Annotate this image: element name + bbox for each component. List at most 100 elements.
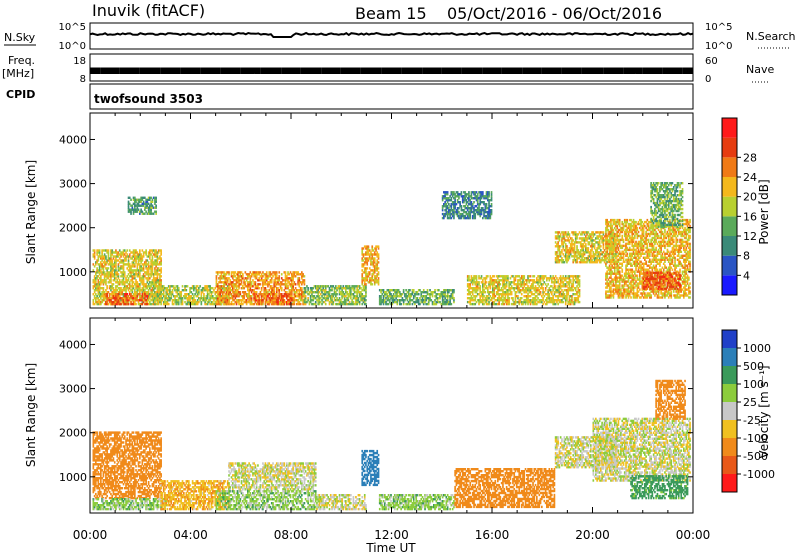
range-time-cell: [101, 255, 103, 258]
range-time-cell: [528, 279, 531, 282]
range-time-cell: [475, 205, 478, 208]
range-time-cell: [395, 289, 397, 292]
range-time-cell: [115, 293, 117, 296]
range-time-cell: [579, 251, 582, 254]
range-time-cell: [170, 297, 173, 300]
range-time-cell: [224, 275, 227, 278]
range-time-cell: [113, 291, 116, 294]
range-time-cell: [199, 297, 201, 300]
range-time-cell: [465, 195, 468, 198]
range-time-cell: [120, 289, 122, 292]
range-time-cell: [132, 277, 135, 280]
range-time-cell: [444, 203, 446, 206]
range-time-cell: [471, 197, 474, 200]
range-time-cell: [151, 267, 154, 270]
range-time-cell: [474, 297, 477, 300]
range-time-cell: [149, 287, 151, 290]
range-time-cell: [159, 269, 161, 272]
range-time-cell: [546, 297, 548, 300]
range-time-cell: [134, 293, 136, 296]
range-time-cell: [564, 255, 567, 258]
range-time-cell: [302, 281, 304, 284]
range-time-cell: [126, 295, 129, 298]
range-time-cell: [499, 293, 502, 296]
range-time-cell: [292, 289, 294, 292]
range-time-cell: [576, 245, 578, 248]
range-time-cell: [132, 269, 135, 272]
range-time-cell: [574, 277, 577, 280]
range-time-cell: [150, 202, 152, 205]
range-time-cell: [581, 239, 583, 242]
range-time-cell: [122, 271, 125, 274]
range-time-cell: [238, 287, 240, 290]
range-time-cell: [368, 279, 371, 282]
range-time-cell: [350, 293, 352, 296]
range-time-cell: [548, 289, 551, 292]
range-time-cell: [117, 275, 120, 278]
range-time-cell: [174, 299, 176, 302]
range-time-cell: [106, 267, 108, 270]
range-time-cell: [470, 291, 473, 294]
range-time-cell: [161, 285, 164, 288]
range-time-cell: [121, 297, 124, 300]
range-time-cell: [568, 275, 571, 278]
range-time-cell: [255, 295, 258, 298]
range-time-cell: [180, 293, 183, 296]
range-time-cell: [591, 261, 593, 264]
range-time-cell: [95, 273, 97, 276]
range-time-cell: [113, 261, 116, 264]
range-time-cell: [298, 295, 301, 298]
range-time-cell: [500, 293, 503, 296]
range-time-cell: [563, 237, 566, 240]
range-time-cell: [558, 277, 561, 280]
range-time-cell: [264, 277, 267, 280]
range-time-cell: [347, 299, 350, 302]
range-time-cell: [539, 275, 542, 278]
range-time-cell: [195, 287, 198, 290]
range-time-cell: [577, 257, 580, 260]
range-time-cell: [150, 267, 152, 270]
range-time-cell: [415, 291, 418, 294]
range-time-cell: [572, 300, 575, 304]
range-time-cell: [302, 293, 304, 296]
range-time-cell: [93, 249, 96, 252]
range-time-cell: [538, 299, 541, 302]
range-time-cell: [321, 299, 323, 302]
range-time-cell: [480, 195, 483, 198]
range-time-cell: [561, 249, 563, 252]
range-time-cell: [476, 201, 479, 204]
range-time-cell: [126, 279, 129, 282]
range-time-cell: [479, 287, 482, 290]
range-time-cell: [156, 263, 159, 266]
range-time-cell: [232, 271, 234, 274]
range-time-cell: [455, 210, 458, 214]
range-time-cell: [451, 297, 454, 300]
range-time-cell: [597, 259, 600, 262]
range-time-cell: [566, 233, 568, 236]
range-time-cell: [149, 300, 151, 304]
range-time-cell: [122, 277, 125, 280]
range-time-cell: [279, 283, 282, 286]
range-time-cell: [122, 293, 125, 296]
range-time-cell: [225, 302, 228, 306]
range-time-cell: [92, 299, 95, 302]
range-time-cell: [566, 251, 568, 254]
range-time-cell: [219, 285, 222, 288]
range-time-cell: [490, 299, 493, 302]
range-time-cell: [578, 300, 581, 304]
range-time-cell: [242, 287, 244, 290]
range-time-cell: [356, 293, 358, 296]
range-time-cell: [444, 295, 446, 298]
range-time-cell: [301, 291, 303, 294]
range-time-cell: [373, 281, 376, 284]
range-time-cell: [120, 261, 122, 264]
range-time-cell: [574, 297, 577, 300]
range-time-cell: [157, 263, 160, 266]
range-time-cell: [494, 295, 497, 298]
range-time-cell: [480, 193, 483, 196]
range-time-cell: [200, 293, 203, 296]
range-time-cell: [488, 291, 490, 294]
range-time-cell: [396, 300, 399, 304]
range-time-cell: [107, 271, 110, 274]
range-time-cell: [444, 302, 446, 306]
